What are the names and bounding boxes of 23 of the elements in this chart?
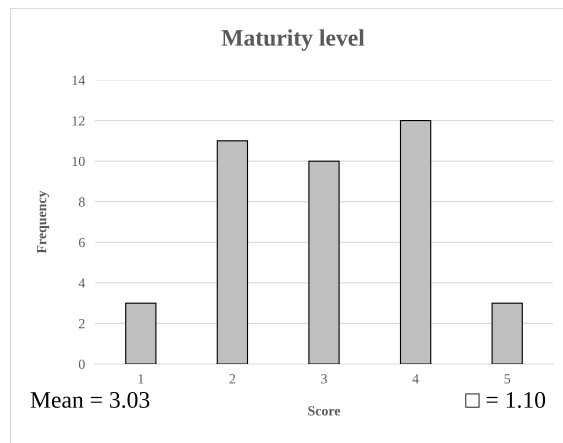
y-tick-label: 8 — [78, 197, 85, 207]
bar — [125, 302, 156, 364]
x-tick-label: 1 — [138, 374, 144, 384]
y-tick-label: 2 — [78, 319, 85, 328]
y-tick-label: 6 — [78, 238, 85, 248]
y-tick-label: 12 — [72, 116, 85, 126]
bar — [216, 140, 248, 364]
y-tick-label: 0 — [78, 360, 85, 369]
x-tick-label: 2 — [230, 374, 236, 384]
y-tick-label: 14 — [72, 76, 86, 85]
chart-title: Maturity level — [222, 29, 364, 51]
x-axis-title: Score — [308, 406, 340, 416]
bar — [492, 302, 523, 364]
text: □ = 1.10 — [465, 392, 546, 408]
x-tick-label: 3 — [321, 374, 327, 384]
y-axis-title: Frequency — [37, 190, 50, 254]
bar — [400, 120, 432, 364]
x-tick-label: 4 — [412, 374, 419, 384]
bar — [308, 160, 340, 364]
y-tick-label: 10 — [72, 156, 85, 166]
y-tick-label: 4 — [78, 278, 86, 288]
text: Mean = 3.03 — [30, 392, 150, 408]
x-tick-label: 5 — [504, 374, 510, 384]
